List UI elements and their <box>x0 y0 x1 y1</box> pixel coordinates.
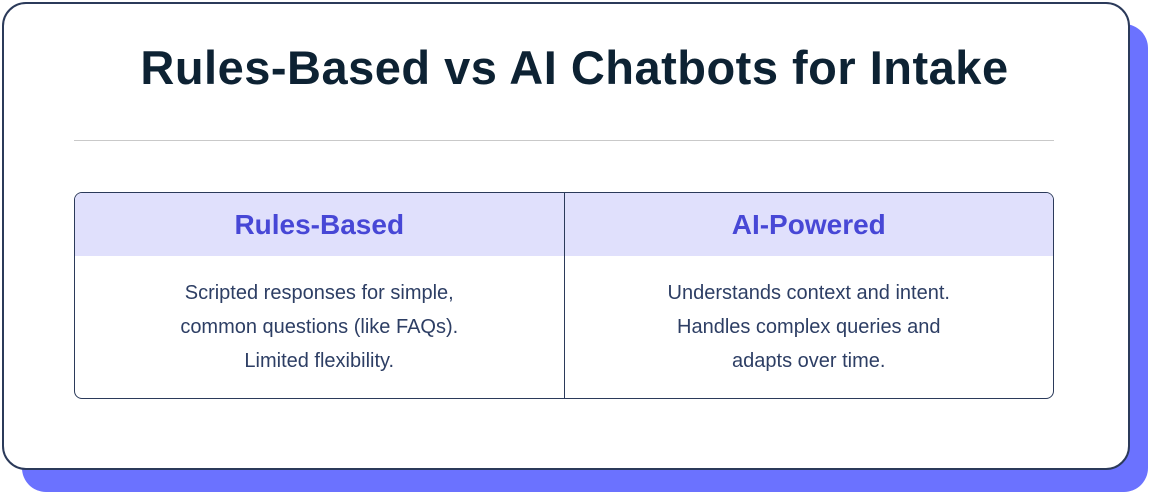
column-description: Scripted responses for simple, common qu… <box>75 256 564 398</box>
column-header: AI-Powered <box>564 193 1053 256</box>
column-rules-based: Rules-Based Scripted responses for simpl… <box>75 193 564 398</box>
description-line: Understands context and intent. <box>667 282 950 304</box>
description-line: Limited flexibility. <box>244 350 395 372</box>
description-line: adapts over time. <box>732 350 886 372</box>
column-ai-powered: AI-Powered Understands context and inten… <box>563 193 1054 398</box>
description-line: common questions (like FAQs). <box>180 316 459 338</box>
page-title: Rules-Based vs AI Chatbots for Intake <box>140 41 1009 94</box>
column-description: Understands context and intent. Handles … <box>565 256 1054 398</box>
description-line: Handles complex queries and <box>677 316 941 338</box>
divider <box>74 140 1054 141</box>
comparison-table: Rules-Based Scripted responses for simpl… <box>74 192 1054 399</box>
column-header: Rules-Based <box>75 193 564 256</box>
description-line: Scripted responses for simple, <box>184 282 454 304</box>
